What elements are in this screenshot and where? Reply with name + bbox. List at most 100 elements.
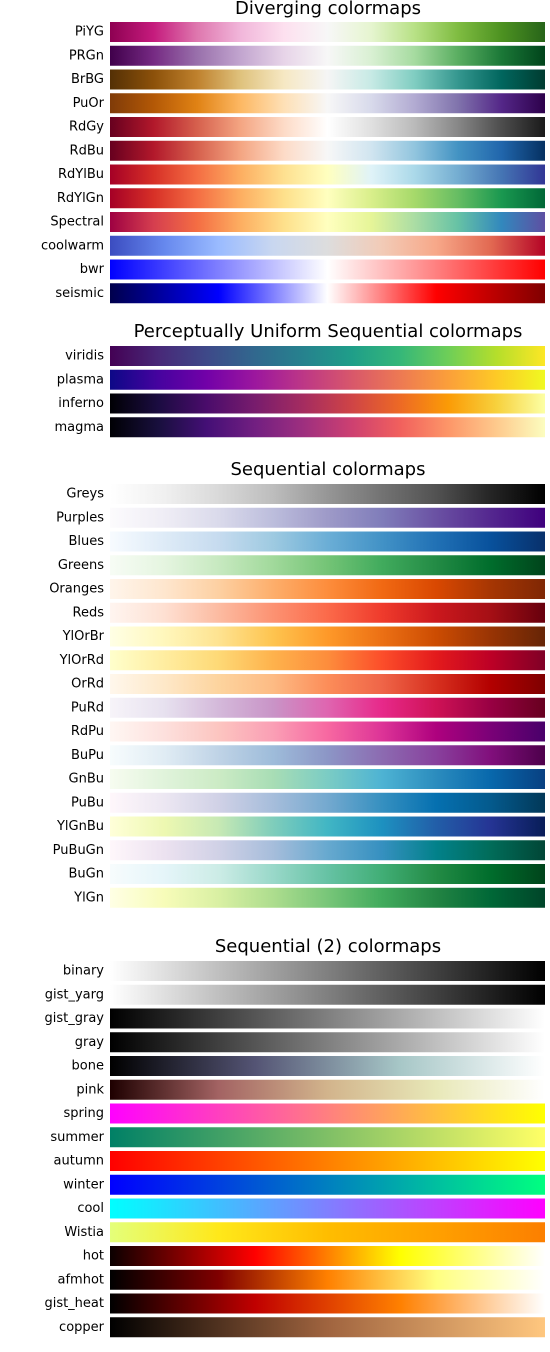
colormap-bar-bone: [110, 1056, 545, 1076]
colormap-label: winter: [63, 1177, 105, 1192]
colormap-panel: Sequential (2) colormaps binary gist_yargg…: [44, 936, 545, 1338]
colormap-bar-orrd: [110, 674, 545, 694]
colormap-label: BuGn: [69, 867, 104, 882]
colormap-label: coolwarm: [41, 238, 104, 253]
colormap-bar-purples: [110, 507, 545, 528]
colormap-bar-piyg: [110, 22, 545, 42]
colormap-label: Reds: [73, 605, 105, 620]
colormap-label: afmhot: [58, 1272, 105, 1287]
colormap-bar-bugn: [110, 864, 545, 884]
colormap-bar-prgn: [110, 45, 545, 66]
colormap-bar-puor: [110, 93, 545, 114]
colormap-bar-gist-heat: [110, 1293, 545, 1314]
colormap-bar-rdbu: [110, 140, 545, 161]
colormap-panel: Perceptually Uniform Sequential colormap…: [54, 321, 545, 438]
colormap-bar-pubu: [110, 792, 545, 813]
colormap-label: pink: [76, 1082, 104, 1097]
colormap-bar-rdylgn: [110, 188, 545, 209]
colormap-bar-coolwarm: [110, 235, 545, 256]
colormap-label: BrBG: [71, 72, 104, 87]
colormap-label: Greys: [66, 487, 104, 502]
panel-title: Diverging colormaps: [235, 0, 421, 19]
colormap-label: bone: [72, 1059, 104, 1074]
colormap-panel: Sequential colormaps Greys Purples Blues Gre…: [49, 459, 545, 908]
colormap-label: OrRd: [71, 677, 104, 692]
colormap-bar-gnbu: [110, 769, 545, 789]
colormap-label: YlOrBr: [62, 629, 105, 644]
colormap-bar-pubugn: [110, 840, 545, 861]
colormap-bar-seismic: [110, 283, 545, 304]
colormap-bar-cool: [110, 1198, 545, 1219]
panel-title: Sequential colormaps: [230, 459, 425, 480]
colormap-bar-ylorrd: [110, 650, 545, 671]
colormap-bar-pink: [110, 1079, 545, 1100]
colormap-label: seismic: [55, 286, 104, 301]
colormap-bar-reds: [110, 602, 545, 623]
colormap-bar-binary: [110, 961, 545, 981]
colormap-label: autumn: [54, 1154, 104, 1169]
colormap-bar-brbg: [110, 69, 545, 90]
colormap-bar-spring: [110, 1103, 545, 1124]
colormap-label: PuBu: [71, 795, 104, 810]
colormap-label: Wistia: [64, 1225, 104, 1240]
colormap-label: copper: [59, 1320, 105, 1335]
colormap-bar-bwr: [110, 259, 545, 280]
colormap-bar-hot: [110, 1246, 545, 1266]
colormap-label: gist_yarg: [45, 987, 104, 1002]
colormap-bar-copper: [110, 1317, 545, 1338]
colormap-label: Purples: [56, 510, 104, 525]
colormap-bar-autumn: [110, 1151, 545, 1171]
colormap-label: RdGy: [69, 120, 104, 135]
colormap-label: binary: [63, 964, 104, 979]
colormap-label: YlOrRd: [59, 653, 104, 668]
colormap-bar-gray: [110, 1032, 545, 1053]
colormap-label: RdYlBu: [58, 167, 104, 182]
colormap-label: YlGnBu: [56, 819, 104, 834]
colormap-bar-blues: [110, 531, 545, 552]
colormap-label: PuBuGn: [53, 843, 104, 858]
colormap-bar-ylgnbu: [110, 816, 545, 837]
colormap-bar-rdgy: [110, 117, 545, 137]
colormap-bar-oranges: [110, 579, 545, 599]
colormap-label: gray: [75, 1035, 105, 1050]
colormap-bar-gist-gray: [110, 1008, 545, 1029]
colormap-bar-ylorbr: [110, 626, 545, 647]
colormap-bar-greys: [110, 484, 545, 504]
colormap-label: PuRd: [71, 700, 104, 715]
colormap-panels: Diverging colormaps PiYG PRGn BrBG PuOr RdGy R…: [41, 0, 545, 1338]
colormap-label: bwr: [80, 262, 105, 277]
colormap-bar-plasma: [110, 369, 545, 390]
colormap-bar-summer: [110, 1127, 545, 1148]
colormap-label: Greens: [58, 558, 104, 573]
colormap-bar-gist-yarg: [110, 984, 545, 1005]
colormap-bar-wistia: [110, 1222, 545, 1243]
colormap-label: RdYlGn: [57, 191, 104, 206]
colormap-label: PuOr: [73, 96, 105, 111]
colormap-bar-ylgn: [110, 887, 545, 908]
colormap-label: Blues: [68, 534, 104, 549]
colormap-label: BuPu: [71, 748, 104, 763]
colormap-label: RdPu: [71, 724, 104, 739]
colormap-label: plasma: [57, 372, 104, 387]
colormap-bar-viridis: [110, 346, 545, 366]
colormap-label: cool: [77, 1201, 104, 1216]
colormap-bar-rdpu: [110, 721, 545, 742]
colormap-label: summer: [50, 1130, 104, 1145]
colormap-label: RdBu: [70, 143, 104, 158]
colormap-bar-spectral: [110, 212, 545, 232]
colormap-label: gist_gray: [45, 1011, 105, 1026]
colormap-label: YlGn: [73, 890, 104, 905]
colormap-bar-magma: [110, 417, 545, 438]
colormap-label: magma: [54, 420, 104, 435]
colormap-bar-purd: [110, 697, 545, 718]
colormap-label: gist_heat: [44, 1296, 104, 1311]
colormap-label: GnBu: [69, 772, 104, 787]
colormap-bar-rdylbu: [110, 164, 545, 185]
colormap-label: hot: [83, 1249, 104, 1264]
colormap-label: inferno: [58, 396, 104, 411]
colormap-bar-bupu: [110, 745, 545, 766]
colormap-panel: Diverging colormaps PiYG PRGn BrBG PuOr RdGy R…: [41, 0, 545, 304]
colormap-label: viridis: [65, 349, 104, 364]
colormap-label: PRGn: [69, 48, 104, 63]
